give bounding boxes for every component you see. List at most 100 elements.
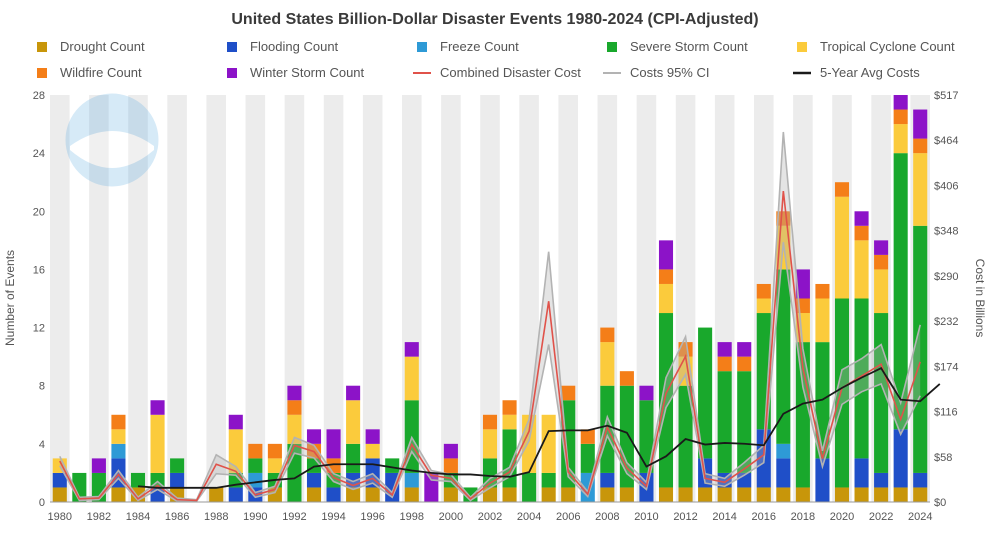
bar-tropical-cyclone-count-2019 [815, 298, 830, 343]
x-tick-label: 2006 [556, 511, 580, 523]
x-tick-label: 2022 [869, 511, 893, 523]
costs-ci-upper-line [59, 131, 921, 501]
bar-winter-storm-count-2000 [443, 443, 458, 459]
bar-tropical-cyclone-count-2011 [658, 283, 674, 314]
bar-severe-storm-count-2012 [678, 385, 693, 488]
x-tick-label: 2018 [791, 511, 815, 523]
legend-swatch [227, 42, 237, 52]
bar-severe-storm-count-1984 [130, 472, 146, 488]
legend-item-freeze-count: Freeze Count [417, 39, 519, 54]
bar-flooding-count-1994 [326, 487, 341, 502]
bar-wildfire-count-2014 [717, 356, 732, 372]
bar-wildfire-count-1991 [267, 443, 282, 459]
bar-wildfire-count-2009 [619, 371, 634, 386]
bar-wildfire-count-2006 [561, 385, 576, 401]
bar-tropical-cyclone-count-1992 [287, 414, 302, 444]
x-tick-label: 2010 [634, 511, 658, 523]
bar-wildfire-count-1992 [287, 400, 302, 415]
x-tick-label: 2002 [478, 511, 502, 523]
bar-drought-count-2022 [874, 487, 889, 502]
column-band-1988 [206, 95, 226, 502]
bar-winter-storm-count-1992 [287, 385, 302, 401]
bar-tropical-cyclone-count-1985 [150, 414, 165, 473]
y2-tick-label: $348 [934, 226, 958, 238]
legend-item-winter-storm-count: Winter Storm Count [227, 65, 365, 80]
legend-item-flooding-count: Flooding Count [227, 39, 339, 54]
bar-freeze-count-2017 [776, 443, 791, 459]
bar-wildfire-count-2024 [913, 138, 928, 154]
bar-freeze-count-1983 [111, 443, 126, 459]
legend-swatch [37, 42, 47, 52]
legend: Drought Count Flooding Count Freeze Count S… [37, 39, 955, 80]
bar-winter-storm-count-2011 [658, 240, 674, 270]
y-tick-label: 24 [33, 148, 45, 160]
bar-severe-storm-count-2018 [795, 342, 810, 488]
legend-item-drought-count: Drought Count [37, 39, 145, 54]
y-axis-label: Number of Events [3, 250, 17, 346]
bar-severe-storm-count-1990 [248, 458, 263, 473]
noaa-logo-watermark [65, 93, 159, 187]
bar-drought-count-2014 [717, 487, 732, 502]
legend-item-tropical-cyclone-count: Tropical Cyclone Count [797, 39, 955, 54]
column-band-2000 [441, 95, 461, 502]
bar-drought-count-2020 [834, 487, 850, 502]
y-tick-label: 12 [33, 323, 45, 335]
bar-drought-count-1988 [209, 487, 224, 502]
bar-winter-storm-count-1982 [91, 458, 106, 473]
x-tick-label: 1984 [126, 511, 150, 523]
bar-flooding-count-2021 [854, 458, 869, 488]
x-tick-label: 2012 [673, 511, 697, 523]
y2-tick-label: $517 [934, 90, 958, 102]
legend-label: Winter Storm Count [250, 65, 365, 80]
bar-flooding-count-2008 [600, 472, 615, 488]
y-tick-label: 16 [33, 264, 45, 276]
bar-severe-storm-count-2015 [737, 371, 752, 473]
x-tick-label: 2004 [517, 511, 541, 523]
bar-severe-storm-count-2020 [834, 298, 850, 488]
bar-drought-count-2023 [893, 487, 908, 502]
bar-winter-storm-count-1989 [228, 414, 243, 430]
bar-flooding-count-2024 [913, 472, 928, 488]
x-tick-label: 2020 [830, 511, 854, 523]
x-tick-label: 2014 [712, 511, 736, 523]
bar-severe-storm-count-2011 [658, 313, 674, 488]
bar-severe-storm-count-1992 [287, 443, 302, 502]
legend-swatch [797, 42, 807, 52]
column-band-1986 [167, 95, 187, 502]
y2-tick-label: $174 [934, 361, 958, 373]
x-tick-label: 1994 [321, 511, 345, 523]
five-year-avg-cost-line [137, 367, 941, 489]
column-band-1982 [89, 95, 109, 502]
legend-swatch [227, 68, 237, 78]
y-tick-label: 4 [39, 439, 45, 451]
bar-wildfire-count-2020 [834, 182, 850, 197]
bar-drought-count-1993 [306, 487, 322, 502]
bar-drought-count-1995 [346, 487, 361, 502]
bar-severe-storm-count-1997 [385, 458, 400, 473]
bar-drought-count-2013 [698, 487, 713, 502]
legend-label: Tropical Cyclone Count [820, 39, 955, 54]
legend-label: Freeze Count [440, 39, 519, 54]
bar-tropical-cyclone-count-1996 [365, 443, 380, 459]
bar-winter-storm-count-2018 [795, 269, 810, 299]
bar-flooding-count-2022 [874, 472, 889, 488]
bar-drought-count-2015 [737, 487, 752, 502]
bar-tropical-cyclone-count-2003 [502, 414, 517, 430]
column-band-1994 [323, 95, 344, 502]
x-tick-label: 1988 [204, 511, 228, 523]
x-tick-label: 2016 [752, 511, 776, 523]
legend-item-combined-disaster-cost: Combined Disaster Cost [413, 65, 581, 80]
costs-ci-lower-line [59, 242, 921, 503]
bar-winter-storm-count-2021 [854, 211, 869, 226]
bar-severe-storm-count-2010 [639, 400, 654, 473]
y2-tick-label: $406 [934, 180, 958, 192]
legend-swatch [37, 68, 47, 78]
bar-tropical-cyclone-count-2024 [913, 153, 928, 226]
x-tick-label: 1980 [48, 511, 72, 523]
bar-freeze-count-1998 [404, 472, 419, 488]
bar-flooding-count-2023 [893, 429, 908, 488]
bar-severe-storm-count-2014 [717, 371, 732, 473]
bar-drought-count-1980 [52, 487, 67, 502]
bar-tropical-cyclone-count-1989 [228, 429, 243, 473]
legend-item-5-year-avg-costs: 5-Year Avg Costs [793, 65, 920, 80]
